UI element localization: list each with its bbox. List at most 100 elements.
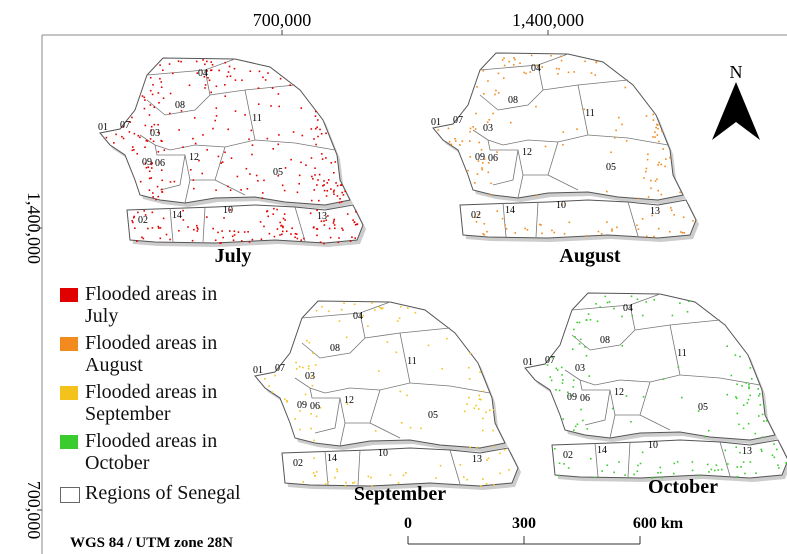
flood-pixel [352, 219, 354, 221]
flood-pixel [227, 186, 229, 188]
flood-pixel [158, 92, 160, 94]
flood-pixel [160, 227, 162, 229]
flood-pixel [658, 141, 660, 143]
flood-pixel [136, 240, 138, 242]
flood-pixel [615, 130, 617, 132]
flood-pixel [682, 232, 684, 234]
flood-pixel [315, 115, 317, 117]
region-label: 01 [523, 357, 533, 368]
flood-pixel [197, 228, 199, 230]
flood-pixel [152, 84, 154, 86]
flood-pixel [748, 386, 750, 388]
flood-pixel [562, 382, 564, 384]
flood-pixel [228, 71, 230, 73]
legend-swatch [60, 487, 80, 503]
flood-pixel [659, 467, 661, 469]
flood-pixel [322, 158, 324, 160]
flood-pixel [551, 230, 553, 232]
flood-pixel [317, 119, 319, 121]
flood-pixel [514, 232, 516, 234]
flood-pixel [321, 133, 323, 135]
flood-pixel [106, 137, 108, 139]
flood-pixel [618, 461, 620, 463]
flood-pixel [735, 446, 737, 448]
flood-pixel [338, 237, 340, 239]
flood-pixel [354, 221, 356, 223]
flood-pixel [601, 233, 603, 235]
flood-pixel [315, 128, 317, 130]
flood-pixel [476, 86, 478, 88]
flood-pixel [525, 73, 527, 75]
region-label: 04 [623, 303, 633, 314]
flood-pixel [324, 190, 326, 192]
flood-pixel [726, 345, 728, 347]
flood-pixel [267, 138, 269, 140]
flood-pixel [337, 195, 339, 197]
flood-pixel [150, 104, 152, 106]
flood-pixel [262, 197, 264, 199]
region-label: 03 [150, 128, 160, 139]
flood-pixel [235, 79, 237, 81]
flood-pixel [621, 124, 623, 126]
region-label: 06 [488, 153, 498, 164]
flood-pixel [218, 70, 220, 72]
flood-pixel [129, 131, 131, 133]
flood-pixel [324, 224, 326, 226]
flood-pixel [169, 63, 171, 65]
flood-pixel [672, 315, 674, 317]
flood-pixel [216, 115, 218, 117]
flood-pixel [252, 239, 254, 241]
flood-pixel [290, 159, 292, 161]
legend-swatch [60, 337, 78, 351]
flood-pixel [136, 153, 138, 155]
flood-pixel [187, 226, 189, 228]
flood-pixel [498, 92, 500, 94]
flood-pixel [330, 188, 332, 190]
flood-pixel [611, 230, 613, 232]
flood-pixel [773, 443, 775, 445]
flood-pixel [643, 177, 645, 179]
flood-pixel [204, 87, 206, 89]
flood-pixel [178, 129, 180, 131]
flood-pixel [293, 131, 295, 133]
flood-pixel [312, 178, 314, 180]
flood-pixel [460, 464, 462, 466]
flood-pixel [318, 200, 320, 202]
flood-pixel [297, 238, 299, 240]
flood-pixel [678, 366, 680, 368]
flood-pixel [196, 61, 198, 63]
region-label: 02 [471, 210, 481, 221]
flood-pixel [162, 69, 164, 71]
flood-pixel [763, 405, 765, 407]
flood-pixel [673, 463, 675, 465]
flood-pixel [157, 124, 159, 126]
flood-pixel [161, 189, 163, 191]
flood-pixel [272, 213, 274, 215]
flood-pixel [319, 174, 321, 176]
flood-pixel [731, 375, 733, 377]
flood-pixel [557, 369, 559, 371]
flood-pixel [134, 227, 136, 229]
flood-pixel [660, 472, 662, 474]
flood-pixel [305, 394, 307, 396]
flood-pixel [555, 389, 557, 391]
flood-pixel [541, 66, 543, 68]
flood-pixel [355, 224, 357, 226]
region-label: 02 [293, 458, 303, 469]
flood-pixel [482, 169, 484, 171]
country-outline [282, 448, 518, 486]
region-label: 14 [327, 453, 337, 464]
flood-pixel [279, 234, 281, 236]
flood-pixel [540, 224, 542, 226]
flood-pixel [267, 216, 269, 218]
flood-pixel [766, 420, 768, 422]
flood-pixel [272, 148, 274, 150]
region-label: 12 [189, 152, 199, 163]
region-label: 05 [698, 402, 708, 413]
flood-pixel [466, 403, 468, 405]
flood-pixel [333, 191, 335, 193]
flood-pixel [272, 391, 274, 393]
flood-pixel [604, 296, 606, 298]
flood-pixel [277, 144, 279, 146]
flood-pixel [210, 61, 212, 63]
